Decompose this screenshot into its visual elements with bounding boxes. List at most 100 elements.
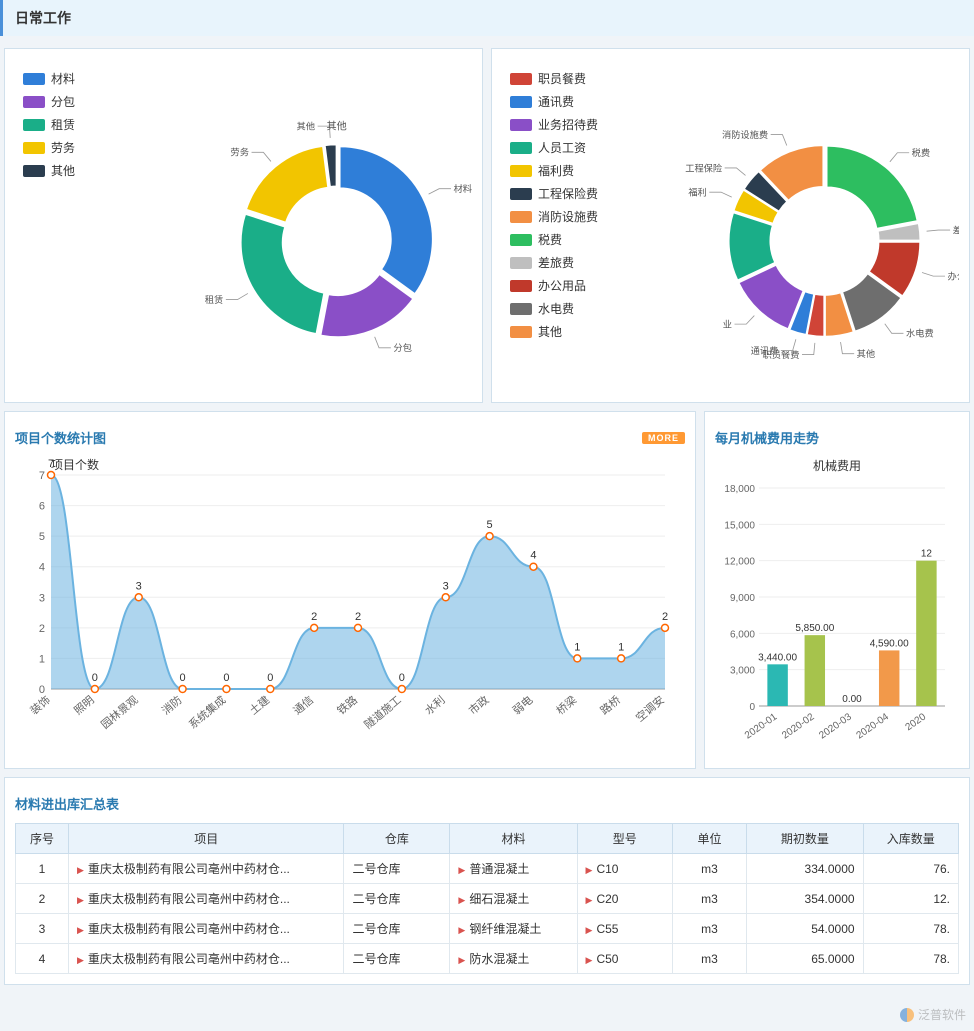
legend-swatch bbox=[23, 119, 45, 131]
legend-item[interactable]: 业务招待费 bbox=[510, 116, 598, 133]
legend-swatch bbox=[510, 73, 532, 85]
legend-item[interactable]: 分包 bbox=[23, 93, 75, 110]
svg-text:3,000: 3,000 bbox=[730, 666, 755, 677]
material-table-panel: 材料进出库汇总表 序号项目仓库材料型号单位期初数量入库数量1▶重庆太极制药有限公… bbox=[4, 777, 970, 985]
monthly-cost-title-row: 每月机械费用走势 bbox=[715, 422, 959, 457]
svg-text:12: 12 bbox=[921, 549, 933, 560]
legend-item[interactable]: 消防设施费 bbox=[510, 208, 598, 225]
monthly-cost-panel: 每月机械费用走势 机械费用 03,0006,0009,00012,00015,0… bbox=[704, 411, 970, 769]
svg-text:项目个数: 项目个数 bbox=[51, 457, 99, 472]
svg-text:2: 2 bbox=[662, 611, 668, 623]
legend-item[interactable]: 税费 bbox=[510, 231, 598, 248]
svg-text:差旅费: 差旅费 bbox=[953, 224, 959, 235]
table-header[interactable]: 项目 bbox=[68, 824, 343, 854]
svg-text:15,000: 15,000 bbox=[724, 520, 755, 531]
legend-item[interactable]: 差旅费 bbox=[510, 254, 598, 271]
material-table-title-row: 材料进出库汇总表 bbox=[15, 788, 959, 823]
svg-text:4,590.00: 4,590.00 bbox=[870, 638, 909, 649]
legend-label: 税费 bbox=[538, 231, 562, 248]
svg-text:隧道施工: 隧道施工 bbox=[361, 693, 404, 732]
table-header[interactable]: 材料 bbox=[450, 824, 577, 854]
legend-item[interactable]: 人员工资 bbox=[510, 139, 598, 156]
legend-item[interactable]: 办公用品 bbox=[510, 277, 598, 294]
svg-text:园林景观: 园林景观 bbox=[98, 693, 141, 732]
table-row[interactable]: 3▶重庆太极制药有限公司亳州中药材仓...二号仓库▶钢纤维混凝土▶C55m354… bbox=[16, 914, 959, 944]
legend-swatch bbox=[510, 326, 532, 338]
donut-left-chart: 材料分包租赁劳务其他其他 bbox=[83, 59, 472, 392]
more-button[interactable]: MORE bbox=[642, 432, 685, 444]
legend-label: 办公用品 bbox=[538, 277, 586, 294]
legend-swatch bbox=[23, 73, 45, 85]
svg-text:3: 3 bbox=[136, 580, 142, 592]
svg-text:其他: 其他 bbox=[857, 348, 875, 359]
table-header[interactable]: 入库数量 bbox=[863, 824, 958, 854]
legend-label: 材料 bbox=[51, 70, 75, 87]
table-row[interactable]: 2▶重庆太极制药有限公司亳州中药材仓...二号仓库▶细石混凝土▶C20m3354… bbox=[16, 884, 959, 914]
table-header[interactable]: 仓库 bbox=[344, 824, 450, 854]
legend-label: 人员工资 bbox=[538, 139, 586, 156]
svg-text:2: 2 bbox=[39, 623, 45, 635]
svg-text:照明: 照明 bbox=[72, 693, 97, 717]
legend-item[interactable]: 通讯费 bbox=[510, 93, 598, 110]
table-row[interactable]: 4▶重庆太极制药有限公司亳州中药材仓...二号仓库▶防水混凝土▶C50m365.… bbox=[16, 944, 959, 974]
donut-left-legend: 材料分包租赁劳务其他 bbox=[15, 59, 83, 392]
legend-item[interactable]: 租赁 bbox=[23, 116, 75, 133]
legend-swatch bbox=[510, 234, 532, 246]
svg-text:4: 4 bbox=[530, 550, 536, 562]
legend-item[interactable]: 福利费 bbox=[510, 162, 598, 179]
svg-text:材料: 材料 bbox=[454, 183, 472, 194]
project-count-chart: 项目个数012345677装饰0照明3园林景观0消防0系统集成0土建2通信2铁路… bbox=[15, 457, 685, 757]
monthly-cost-title: 每月机械费用走势 bbox=[715, 428, 819, 447]
monthly-cost-chart: 03,0006,0009,00012,00015,00018,0003,440.… bbox=[715, 478, 959, 758]
svg-text:1: 1 bbox=[39, 653, 45, 665]
svg-text:消防: 消防 bbox=[159, 693, 185, 718]
table-header[interactable]: 序号 bbox=[16, 824, 69, 854]
legend-label: 通讯费 bbox=[538, 93, 574, 110]
legend-item[interactable]: 职员餐费 bbox=[510, 70, 598, 87]
legend-item[interactable]: 水电费 bbox=[510, 300, 598, 317]
svg-text:5: 5 bbox=[39, 531, 45, 543]
donut-row: 材料分包租赁劳务其他 材料分包租赁劳务其他其他 职员餐费通讯费业务招待费人员工资… bbox=[0, 44, 974, 407]
svg-text:2: 2 bbox=[311, 611, 317, 623]
svg-text:装饰: 装饰 bbox=[27, 693, 53, 718]
svg-text:0: 0 bbox=[223, 672, 229, 684]
svg-text:2020-04: 2020-04 bbox=[855, 711, 892, 741]
svg-text:1: 1 bbox=[574, 641, 580, 653]
legend-item[interactable]: 工程保险费 bbox=[510, 185, 598, 202]
svg-text:7: 7 bbox=[48, 458, 54, 470]
legend-label: 差旅费 bbox=[538, 254, 574, 271]
legend-swatch bbox=[510, 257, 532, 269]
table-header[interactable]: 期初数量 bbox=[747, 824, 864, 854]
table-header[interactable]: 型号 bbox=[577, 824, 672, 854]
table-header[interactable]: 单位 bbox=[672, 824, 746, 854]
svg-text:租赁: 租赁 bbox=[205, 294, 224, 305]
legend-swatch bbox=[23, 165, 45, 177]
legend-swatch bbox=[510, 119, 532, 131]
legend-label: 分包 bbox=[51, 93, 75, 110]
table-row[interactable]: 1▶重庆太极制药有限公司亳州中药材仓...二号仓库▶普通混凝土▶C10m3334… bbox=[16, 854, 959, 884]
donut-right-chart: 税费差旅费办公用品水电费其他职员餐费通讯费业福利工程保险消防设施费 bbox=[606, 59, 959, 392]
svg-text:2: 2 bbox=[355, 611, 361, 623]
svg-text:福利: 福利 bbox=[688, 187, 706, 198]
legend-label: 消防设施费 bbox=[538, 208, 598, 225]
legend-item[interactable]: 其他 bbox=[23, 162, 75, 179]
svg-text:6: 6 bbox=[39, 501, 45, 513]
legend-item[interactable]: 劳务 bbox=[23, 139, 75, 156]
legend-label: 其他 bbox=[538, 323, 562, 340]
legend-swatch bbox=[510, 211, 532, 223]
svg-text:9,000: 9,000 bbox=[730, 593, 755, 604]
legend-swatch bbox=[23, 96, 45, 108]
svg-text:通讯费: 通讯费 bbox=[751, 345, 779, 356]
legend-label: 职员餐费 bbox=[538, 70, 586, 87]
svg-text:6,000: 6,000 bbox=[730, 629, 755, 640]
watermark-logo-icon bbox=[900, 1008, 914, 1022]
legend-item[interactable]: 材料 bbox=[23, 70, 75, 87]
legend-item[interactable]: 其他 bbox=[510, 323, 598, 340]
svg-text:业: 业 bbox=[723, 319, 732, 329]
legend-swatch bbox=[510, 303, 532, 315]
svg-text:路桥: 路桥 bbox=[598, 693, 623, 717]
legend-label: 劳务 bbox=[51, 139, 75, 156]
page-title: 日常工作 bbox=[15, 10, 71, 26]
legend-label: 其他 bbox=[51, 162, 75, 179]
legend-swatch bbox=[23, 142, 45, 154]
